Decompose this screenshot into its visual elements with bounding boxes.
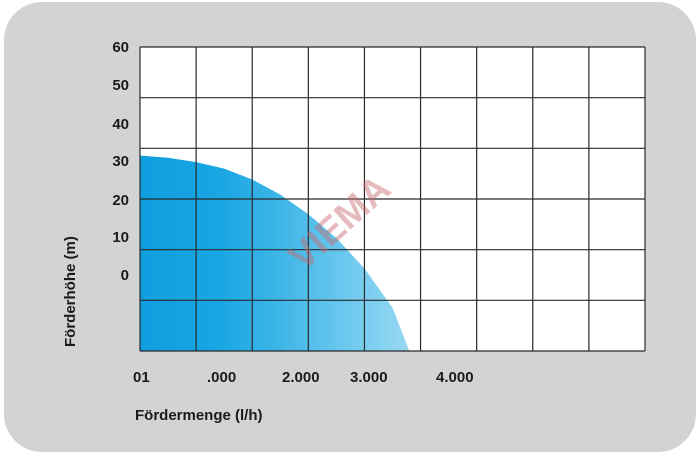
y-axis-title: Förderhöhe (m) (62, 236, 79, 347)
y-tick-label: 50 (112, 77, 129, 94)
x-axis-title: Fördermenge (l/h) (135, 407, 263, 424)
y-tick-label: 0 (121, 267, 129, 284)
y-tick-label: 30 (112, 153, 129, 170)
y-tick-label: 40 (112, 116, 129, 133)
x-tick-label: .000 (207, 369, 236, 386)
y-tick-label: 60 (112, 39, 129, 56)
y-tick-label: 10 (112, 229, 129, 246)
curve-area (140, 155, 410, 351)
x-tick-label: 01 (133, 369, 150, 386)
x-tick-label: 3.000 (350, 369, 388, 386)
x-tick-label: 4.000 (436, 369, 474, 386)
y-tick-label: 20 (112, 192, 129, 209)
x-tick-label: 2.000 (282, 369, 320, 386)
